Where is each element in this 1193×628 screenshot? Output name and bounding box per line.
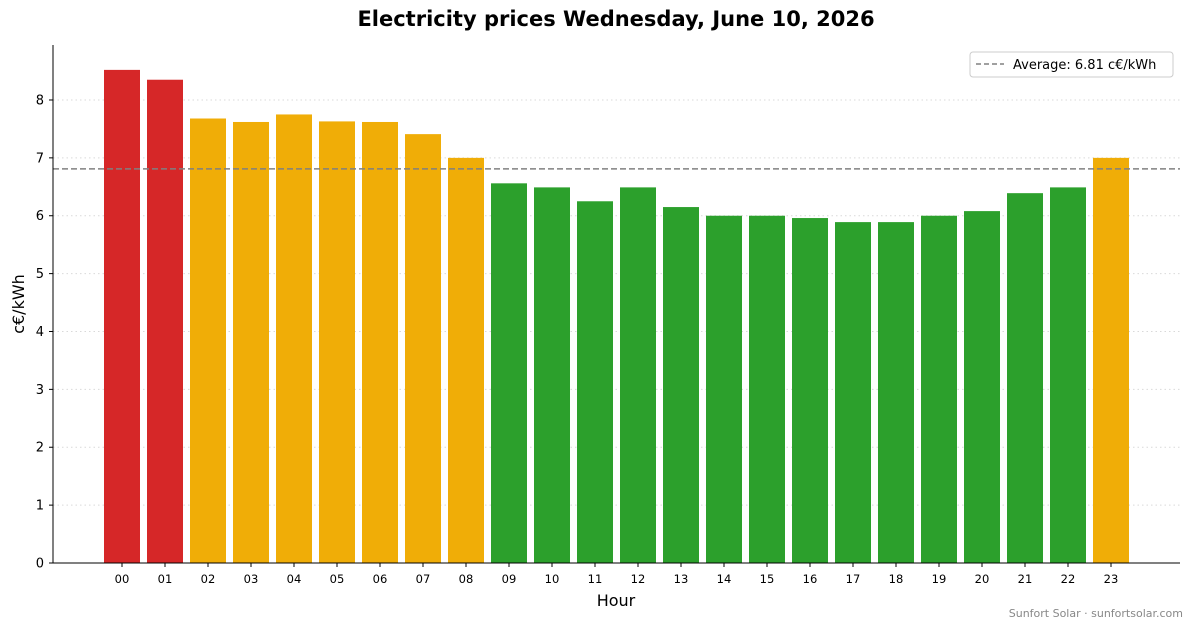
y-tick-label: 1 <box>36 499 44 514</box>
x-tick-label: 21 <box>1018 572 1033 586</box>
bar-hour-02 <box>190 118 226 564</box>
y-tick-label: 5 <box>36 267 44 282</box>
bar-hour-12 <box>620 187 656 563</box>
bar-hour-00 <box>104 69 140 564</box>
bar-hour-04 <box>276 114 312 563</box>
y-axis-label: c€/kWh <box>9 274 28 334</box>
bars <box>104 69 1129 564</box>
x-ticks: 00 01 02 03 04 05 06 07 08 09 10 11 12 13 14 15 16 17 18 19… <box>115 563 1119 586</box>
bar-hour-11 <box>577 201 613 563</box>
x-tick-label: 13 <box>674 572 689 586</box>
x-tick-label: 12 <box>631 572 646 586</box>
bar-hour-07 <box>405 134 441 563</box>
bar-hour-10 <box>534 187 570 563</box>
y-tick-label: 6 <box>36 209 44 224</box>
y-tick-label: 8 <box>36 93 44 108</box>
chart-title: Electricity prices Wednesday, June 10, 2… <box>357 7 874 31</box>
x-tick-label: 06 <box>373 572 388 586</box>
bar-hour-05 <box>319 121 355 563</box>
bar-hour-18 <box>878 222 914 563</box>
x-tick-label: 09 <box>502 572 517 586</box>
legend: Average: 6.81 c€/kWh <box>969 51 1174 78</box>
x-tick-label: 10 <box>545 572 560 586</box>
bar-hour-08 <box>448 157 484 563</box>
bar-hour-20 <box>964 211 1000 563</box>
x-tick-label: 14 <box>717 572 732 586</box>
x-tick-label: 05 <box>330 572 345 586</box>
x-tick-label: 23 <box>1104 572 1119 586</box>
x-tick-label: 00 <box>115 572 130 586</box>
y-tick-label: 7 <box>36 151 44 166</box>
bar-hour-15 <box>749 215 785 563</box>
x-tick-label: 22 <box>1061 572 1076 586</box>
grid-lines <box>53 99 1180 506</box>
x-tick-label: 01 <box>158 572 173 586</box>
legend-box <box>969 51 1174 78</box>
y-ticks: 0 1 2 3 4 5 6 7 8 <box>36 93 53 572</box>
x-tick-label: 20 <box>975 572 990 586</box>
y-tick-label: 0 <box>36 557 44 572</box>
axes <box>52 45 1180 564</box>
bar-hour-21 <box>1007 193 1043 564</box>
bar-hour-22 <box>1050 187 1086 563</box>
legend-label: Average: 6.81 c€/kWh <box>1013 58 1156 73</box>
x-tick-label: 04 <box>287 572 302 586</box>
y-tick-label: 2 <box>36 441 44 456</box>
bar-hour-01 <box>147 79 183 563</box>
y-tick-label: 3 <box>36 383 44 398</box>
x-tick-label: 07 <box>416 572 431 586</box>
bar-hour-06 <box>362 121 398 564</box>
x-tick-label: 15 <box>760 572 775 586</box>
bar-hour-09 <box>491 183 527 563</box>
bar-hour-13 <box>663 207 699 564</box>
bar-hour-17 <box>835 222 871 563</box>
bar-hour-23 <box>1093 157 1129 563</box>
x-tick-label: 18 <box>889 572 904 586</box>
x-tick-label: 02 <box>201 572 216 586</box>
x-tick-label: 11 <box>588 572 603 586</box>
y-tick-label: 4 <box>36 325 44 340</box>
x-axis-label: Hour <box>597 591 636 610</box>
bar-hour-03 <box>233 121 269 564</box>
bar-hour-19 <box>921 215 957 563</box>
x-tick-label: 03 <box>244 572 259 586</box>
x-tick-label: 19 <box>932 572 947 586</box>
x-tick-label: 17 <box>846 572 861 586</box>
bar-hour-16 <box>792 218 828 563</box>
x-tick-label: 16 <box>803 572 818 586</box>
footer-credit: Sunfort Solar · sunfortsolar.com <box>1009 607 1183 620</box>
x-tick-label: 08 <box>459 572 474 586</box>
bar-hour-14 <box>706 215 742 563</box>
